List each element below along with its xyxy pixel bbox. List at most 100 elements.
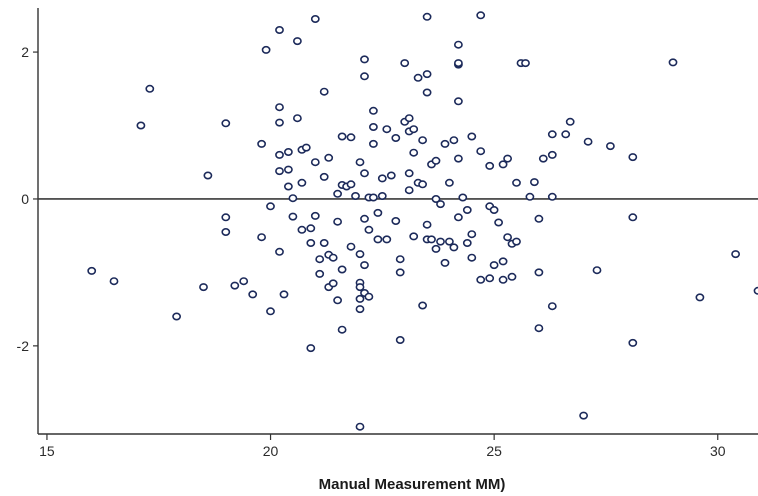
data-point — [436, 237, 445, 246]
data-point — [547, 192, 557, 201]
data-point — [333, 296, 342, 305]
data-point — [360, 261, 369, 270]
data-points — [87, 11, 758, 431]
data-point — [221, 228, 231, 237]
axis-labels: Manual Measurement MM) — [319, 476, 506, 493]
data-point — [503, 233, 512, 242]
data-point — [409, 125, 419, 134]
data-point — [382, 235, 392, 244]
data-point — [525, 192, 535, 201]
data-point — [485, 161, 495, 170]
data-point — [328, 279, 338, 288]
data-point — [668, 58, 678, 67]
data-point — [319, 239, 329, 248]
data-point — [453, 97, 463, 106]
data-point — [368, 106, 378, 115]
data-point — [440, 139, 450, 148]
y-tick-label: -2 — [17, 338, 30, 354]
data-point — [395, 255, 405, 264]
data-point — [87, 266, 97, 275]
data-point — [583, 137, 593, 146]
data-point — [360, 72, 369, 81]
data-point — [310, 15, 320, 24]
data-point — [386, 171, 396, 180]
data-point — [355, 422, 365, 431]
data-point — [453, 154, 463, 163]
data-point — [404, 114, 414, 123]
data-point — [346, 242, 356, 251]
data-point — [221, 119, 231, 128]
data-point — [355, 250, 365, 259]
data-point — [422, 220, 432, 229]
data-point — [306, 224, 316, 233]
data-point — [346, 133, 356, 142]
data-point — [422, 70, 432, 79]
data-point — [221, 213, 231, 222]
data-point — [489, 261, 499, 270]
data-point — [373, 208, 383, 217]
data-point — [458, 193, 468, 202]
data-point — [257, 233, 266, 242]
data-point — [507, 272, 517, 281]
data-point — [476, 147, 486, 156]
data-point — [592, 266, 602, 275]
data-point — [288, 212, 298, 221]
data-point — [328, 253, 338, 262]
data-point — [485, 274, 495, 283]
data-point — [355, 283, 365, 292]
data-point — [530, 178, 539, 187]
data-point — [283, 165, 293, 174]
data-point — [172, 312, 181, 321]
data-point — [333, 217, 342, 226]
data-point — [695, 293, 705, 302]
data-point — [579, 411, 588, 420]
data-point — [360, 55, 369, 64]
data-point — [534, 268, 544, 277]
data-point — [275, 150, 284, 159]
data-point — [753, 286, 758, 295]
data-point — [324, 153, 334, 162]
data-point — [422, 88, 432, 97]
data-point — [145, 84, 155, 93]
data-point — [230, 281, 240, 290]
data-point — [319, 172, 329, 181]
data-point — [565, 117, 575, 126]
data-point — [248, 290, 258, 299]
data-point — [360, 214, 369, 223]
data-point — [628, 213, 638, 222]
data-point — [561, 130, 571, 139]
data-point — [297, 225, 307, 234]
data-point — [395, 335, 405, 344]
data-point — [498, 160, 508, 169]
data-point — [418, 180, 427, 189]
data-point — [288, 194, 298, 203]
data-point — [391, 134, 401, 143]
data-point — [449, 136, 459, 145]
data-point — [413, 73, 423, 82]
data-point — [449, 243, 459, 252]
data-point — [462, 239, 472, 248]
data-point — [467, 253, 477, 262]
data-point — [534, 214, 544, 223]
data-point — [467, 230, 477, 239]
data-point — [257, 139, 266, 148]
data-point — [534, 324, 544, 333]
data-point — [199, 283, 208, 292]
data-point — [275, 247, 284, 256]
data-point — [292, 114, 302, 123]
data-point — [538, 154, 548, 163]
data-point — [498, 257, 508, 266]
data-point — [351, 192, 360, 201]
data-point — [239, 277, 249, 286]
data-point — [297, 178, 307, 187]
data-point — [275, 103, 284, 112]
data-point — [261, 45, 271, 54]
data-point — [391, 217, 401, 226]
data-point — [292, 37, 302, 46]
data-point — [453, 59, 463, 68]
data-point — [440, 258, 450, 267]
data-point — [444, 178, 454, 187]
